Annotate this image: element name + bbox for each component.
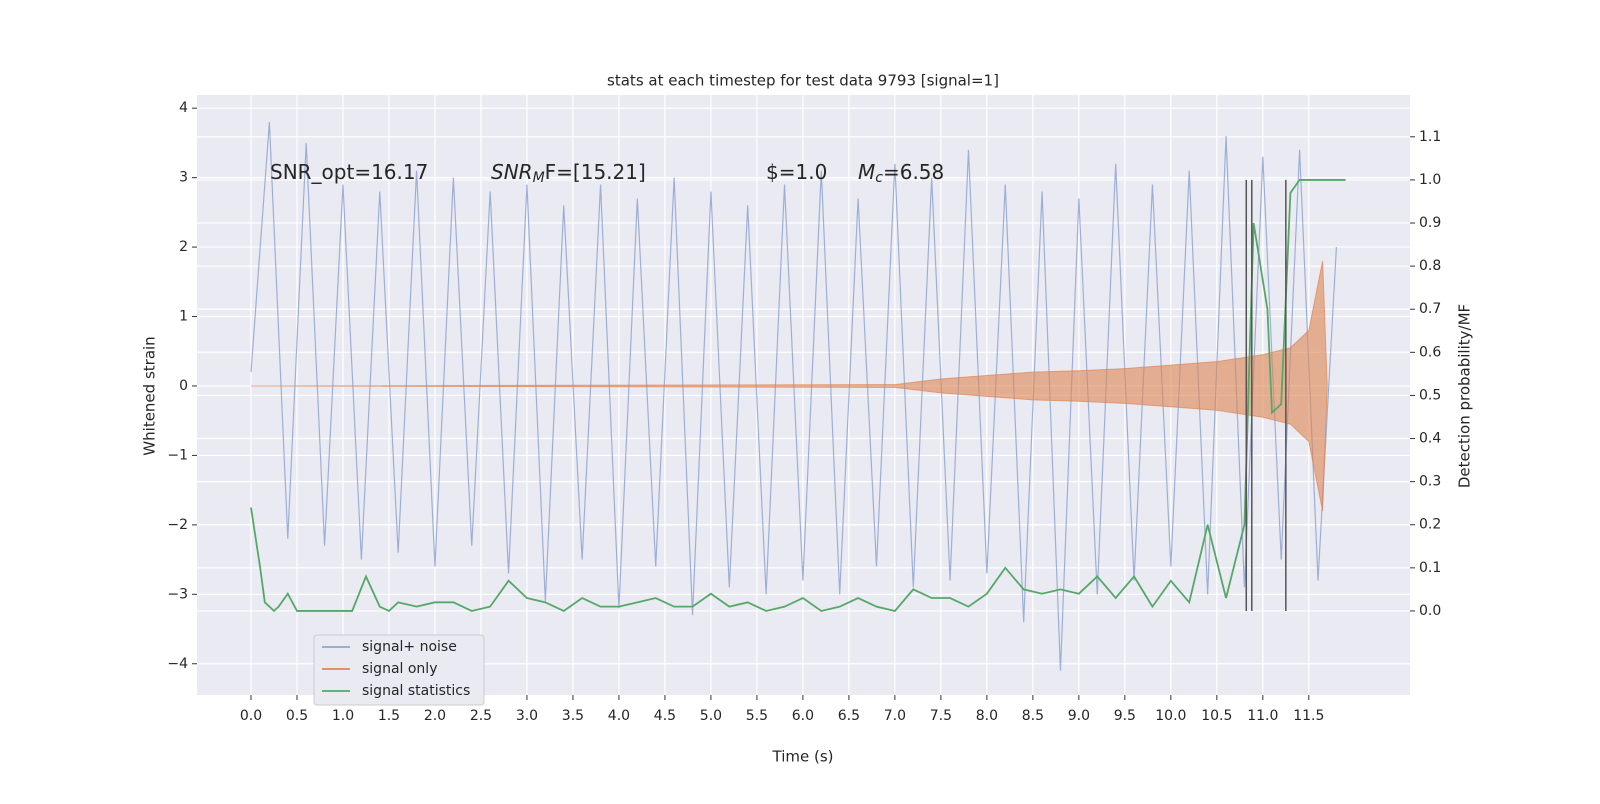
annotation-part: $=1.0 (766, 160, 827, 184)
series-line (250, 122, 1338, 671)
x-tick-label: 8.0 (976, 708, 998, 724)
legend-label: signal only (362, 661, 437, 677)
y-tick-label: −3 (167, 586, 188, 602)
annotation: $=1.0 (766, 160, 827, 184)
y-tick-label: −1 (167, 447, 188, 463)
x-tick-label: 7.5 (930, 708, 952, 724)
x-tick-label: 4.5 (654, 708, 676, 724)
y2-tick-label: 1.1 (1419, 129, 1441, 145)
x-tick-label: 7.0 (884, 708, 906, 724)
y-axis-label: Whitened strain (141, 336, 159, 455)
y2-tick-label: 0.6 (1419, 344, 1441, 360)
legend-box (313, 634, 485, 706)
y2-axis-label: Detection probability/MF (1456, 304, 1474, 488)
y2-tick-label: 0.1 (1419, 560, 1441, 576)
x-tick-label: 3.5 (562, 708, 584, 724)
x-tick-label: 3.0 (516, 708, 538, 724)
chart-title: stats at each timestep for test data 979… (607, 72, 999, 90)
y-tick-label: 4 (179, 100, 188, 116)
x-tick-label: 10.0 (1155, 708, 1186, 724)
y2-tick-label: 0.3 (1419, 474, 1441, 490)
x-tick-label: 4.0 (608, 708, 630, 724)
y2-tick-label: 0.7 (1419, 301, 1441, 317)
x-tick-label: 5.0 (700, 708, 722, 724)
x-tick-label: 2.5 (470, 708, 492, 724)
x-tick-label: 10.5 (1201, 708, 1232, 724)
y2-tick-label: 0.4 (1419, 431, 1441, 447)
x-tick-label: 11.0 (1247, 708, 1278, 724)
annotation-part: M (533, 170, 545, 186)
y2-tick-label: 0.8 (1419, 258, 1441, 274)
series-line (250, 179, 1346, 613)
legend-label: signal+ noise (362, 639, 457, 655)
y-tick-label: 3 (179, 170, 188, 186)
x-tick-label: 1.0 (332, 708, 354, 724)
y-tick-label: 1 (179, 309, 188, 325)
annotation-part: SNR (491, 160, 533, 184)
y2-tick-label: 0.5 (1419, 387, 1441, 403)
annotation-part: =6.58 (883, 160, 944, 184)
legend-label: signal statistics (362, 683, 470, 699)
x-tick-label: 8.5 (1022, 708, 1044, 724)
y2-tick-label: 0.9 (1419, 215, 1441, 231)
signal-area (250, 260, 1328, 512)
annotation: Mc=6.58 (858, 160, 944, 187)
x-tick-label: 2.0 (424, 708, 446, 724)
annotation: SNR_opt=16.17 (270, 160, 428, 184)
annotation-part: F=[15.21] (545, 160, 646, 184)
x-tick-label: 9.5 (1114, 708, 1136, 724)
y-tick-label: −2 (167, 517, 188, 533)
y-tick-label: 0 (179, 378, 188, 394)
x-tick-label: 6.0 (792, 708, 814, 724)
annotation: SNRMF=[15.21] (491, 160, 646, 187)
x-tick-label: 9.0 (1068, 708, 1090, 724)
y2-tick-label: 0.2 (1419, 517, 1441, 533)
y2-tick-label: 1.0 (1419, 172, 1441, 188)
x-tick-label: 0.0 (240, 708, 262, 724)
annotation-part: c (875, 170, 883, 186)
x-tick-label: 5.5 (746, 708, 768, 724)
legend: signal+ noise signal only signal statistic… (313, 634, 485, 706)
y-tick-label: 2 (179, 239, 188, 255)
x-tick-label: 11.5 (1293, 708, 1324, 724)
x-tick-label: 1.5 (378, 708, 400, 724)
y-tick-label: −4 (167, 656, 188, 672)
x-tick-label: 0.5 (286, 708, 308, 724)
y2-tick-label: 0.0 (1419, 603, 1441, 619)
annotation-part: M (858, 160, 875, 184)
annotation-part: SNR_opt=16.17 (270, 160, 428, 184)
x-tick-label: 6.5 (838, 708, 860, 724)
x-axis-label: Time (s) (772, 748, 834, 766)
